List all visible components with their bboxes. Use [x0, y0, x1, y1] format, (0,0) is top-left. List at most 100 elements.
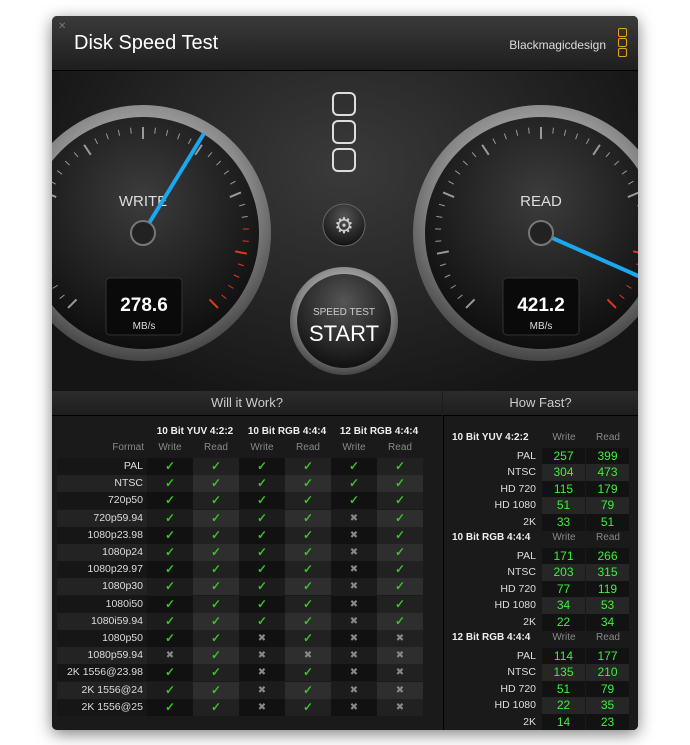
- read-header: Read: [296, 442, 320, 453]
- gauge-tick: [492, 138, 497, 145]
- read-needle-hub: [528, 220, 554, 246]
- read-speed-value: 34: [586, 613, 629, 631]
- write-speed-value: 135: [542, 664, 585, 682]
- write-gauge-label: WRITE: [119, 193, 167, 210]
- check-icon: ✓: [285, 509, 331, 527]
- write-header: Write: [342, 442, 366, 453]
- cross-icon: ✖: [285, 647, 331, 665]
- start-button[interactable]: SPEED TEST START: [290, 267, 398, 375]
- read-gauge-ticks: [435, 127, 638, 309]
- format-label: 2K: [523, 615, 536, 628]
- write-speed-value: 22: [542, 613, 585, 631]
- gauge-tick: [56, 170, 63, 175]
- cross-icon: ✖: [331, 664, 377, 682]
- cross-icon: ✖: [239, 698, 285, 716]
- cross-icon: ✖: [331, 561, 377, 579]
- gauge-tick: [471, 152, 477, 158]
- check-icon: ✓: [193, 578, 239, 596]
- check-icon: ✓: [193, 630, 239, 647]
- gauge-tick: [94, 138, 99, 145]
- table-row: [57, 630, 423, 647]
- format-label: 2K 1556@24: [81, 683, 143, 696]
- check-icon: ✓: [147, 544, 193, 561]
- check-icon: ✓: [285, 698, 331, 716]
- cross-icon: ✖: [331, 698, 377, 716]
- cross-icon: ✖: [331, 681, 377, 699]
- table-row: [57, 681, 423, 699]
- check-icon: ✓: [377, 595, 423, 613]
- write-readout-box: [105, 277, 183, 336]
- check-icon: ✓: [331, 475, 377, 493]
- check-icon: ✓: [377, 578, 423, 596]
- redline-tick: [233, 274, 240, 278]
- cross-icon: ✖: [239, 630, 285, 647]
- check-icon: ✓: [285, 681, 331, 699]
- gauge-tick: [575, 133, 579, 140]
- svg-text:⚙: ⚙: [334, 213, 354, 238]
- redline-tick: [221, 294, 227, 300]
- format-label: 1080p24: [102, 546, 143, 558]
- read-gauge-label: READ: [520, 193, 562, 210]
- cross-icon: ✖: [377, 664, 423, 682]
- cross-icon: ✖: [377, 698, 423, 716]
- redline-tick: [606, 298, 617, 309]
- check-icon: ✓: [193, 509, 239, 527]
- redline-tick: [234, 250, 248, 255]
- gauge-tick: [223, 170, 230, 175]
- check-icon: ✓: [377, 492, 423, 510]
- format-label: 2K: [523, 515, 536, 528]
- gauge-tick: [481, 144, 490, 156]
- read-speed-value: 79: [586, 680, 629, 698]
- gauge-tick: [438, 203, 445, 207]
- close-icon[interactable]: ✕: [58, 21, 67, 32]
- check-icon: ✓: [147, 526, 193, 544]
- table-row: [57, 492, 423, 510]
- brand-name: Blackmagicdesign: [509, 38, 606, 52]
- write-speed-value: 304: [542, 464, 585, 482]
- format-label: HD 1080: [494, 599, 536, 612]
- cross-icon: ✖: [331, 578, 377, 596]
- check-icon: ✓: [239, 612, 285, 630]
- check-icon: ✓: [193, 595, 239, 613]
- check-icon: ✓: [285, 664, 331, 682]
- cross-icon: ✖: [147, 647, 193, 665]
- app-window: ✕ Disk Speed Test Blackmagicdesign WRITE…: [52, 16, 638, 730]
- gauge-tick: [442, 191, 455, 198]
- start-button-caption: SPEED TEST: [313, 307, 375, 318]
- write-needle: [141, 133, 205, 235]
- cross-icon: ✖: [331, 630, 377, 647]
- check-icon: ✓: [147, 595, 193, 613]
- redline-tick: [626, 284, 632, 289]
- check-icon: ✓: [285, 578, 331, 596]
- redline-tick: [619, 294, 625, 300]
- check-icon: ✓: [147, 509, 193, 527]
- check-icon: ✓: [331, 492, 377, 510]
- read-speed-value: 399: [586, 448, 629, 465]
- read-speed-value: 51: [586, 513, 629, 531]
- cross-icon: ✖: [239, 647, 285, 665]
- write-speed-value: 22: [542, 697, 585, 715]
- check-icon: ✓: [193, 698, 239, 716]
- gauge-tick: [52, 181, 56, 185]
- gauge-tick: [154, 127, 156, 134]
- gauge-tick: [462, 160, 468, 166]
- gauge-tick: [207, 152, 213, 158]
- write-speed-value: 257: [542, 448, 585, 465]
- format-header: Format: [112, 442, 144, 453]
- gauge-tick: [230, 180, 236, 185]
- read-speed-value: 177: [586, 648, 629, 665]
- read-header: Read: [596, 532, 620, 543]
- table-row: [57, 578, 423, 596]
- write-speed-value: 51: [542, 680, 585, 698]
- settings-gear-icon[interactable]: ⚙: [322, 203, 366, 247]
- redline-tick: [632, 250, 638, 254]
- target-drive-indicator-icon[interactable]: [332, 92, 356, 172]
- gauge-tick: [454, 170, 461, 175]
- gauge-tick: [216, 160, 222, 166]
- format-label: 2K: [523, 715, 536, 728]
- title-bar: ✕ Disk Speed Test Blackmagicdesign: [52, 16, 638, 71]
- check-icon: ✓: [239, 475, 285, 493]
- redline-tick: [237, 263, 244, 267]
- gauge-tick: [444, 274, 451, 278]
- write-needle-hub: [130, 220, 156, 246]
